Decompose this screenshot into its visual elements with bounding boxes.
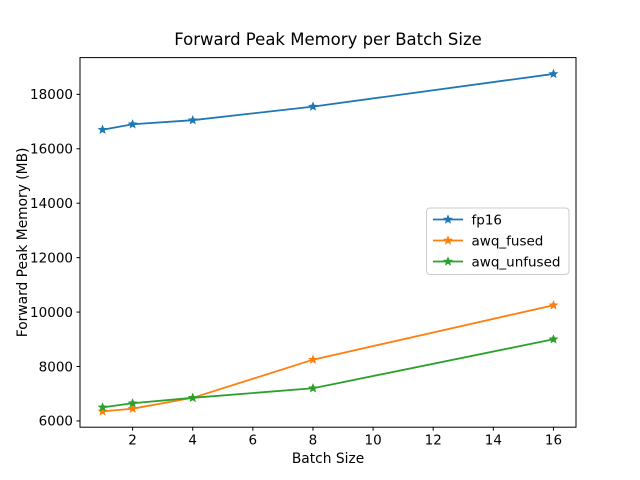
y-tick-label: 16000 bbox=[30, 142, 73, 158]
y-tick-label: 10000 bbox=[30, 305, 73, 321]
legend-sample-marker-awq_fused bbox=[443, 235, 453, 245]
legend-label-fp16: fp16 bbox=[472, 212, 503, 228]
legend-label-awq_fused: awq_fused bbox=[472, 233, 544, 249]
data-point-marker-fp16 bbox=[548, 68, 559, 79]
data-point-marker-fp16 bbox=[187, 115, 198, 125]
y-tick-label: 6000 bbox=[39, 414, 73, 430]
x-tick-label: 12 bbox=[425, 433, 442, 449]
legend-label-awq_unfused: awq_unfused bbox=[472, 254, 561, 270]
data-point-marker-awq_fused bbox=[308, 354, 318, 364]
data-point-marker-awq_unfused bbox=[308, 383, 318, 393]
series-line-awq_unfused bbox=[101, 338, 555, 409]
data-point-marker-awq_unfused bbox=[97, 402, 108, 412]
series-line-awq_fused bbox=[101, 304, 555, 413]
y-axis-label: Forward Peak Memory (MB) bbox=[15, 148, 31, 338]
data-point-marker-awq_fused bbox=[97, 406, 108, 416]
data-point-marker-fp16 bbox=[308, 101, 318, 111]
data-point-marker-fp16 bbox=[97, 124, 108, 134]
data-point-marker-fp16 bbox=[127, 119, 138, 129]
x-axis-label: Batch Size bbox=[292, 451, 364, 467]
data-point-marker-awq_unfused bbox=[187, 392, 198, 403]
x-tick-label: 10 bbox=[364, 433, 381, 449]
axes-frame bbox=[79, 57, 577, 428]
data-point-marker-awq_unfused bbox=[548, 334, 559, 344]
y-tick-label: 8000 bbox=[39, 359, 73, 375]
data-point-marker-awq_unfused bbox=[127, 398, 138, 408]
x-tick-label: 6 bbox=[249, 433, 258, 449]
legend-sample-marker-awq_unfused bbox=[443, 256, 453, 266]
series-line-fp16 bbox=[101, 73, 555, 131]
chart-title: Forward Peak Memory per Batch Size bbox=[174, 30, 482, 49]
x-tick-label: 14 bbox=[485, 433, 502, 449]
x-tick-label: 16 bbox=[545, 433, 562, 449]
legend-box bbox=[426, 207, 570, 275]
x-tick-label: 8 bbox=[309, 433, 318, 449]
legend-sample-marker-fp16 bbox=[443, 214, 453, 224]
plot-area: 2 4 6 8 10 12 14 16 6000 8000 10000 12000 14000 16000… bbox=[30, 57, 577, 449]
x-tick-label: 4 bbox=[188, 433, 197, 449]
y-tick-label: 18000 bbox=[30, 87, 73, 103]
data-point-marker-awq_fused bbox=[548, 300, 559, 310]
data-point-marker-awq_fused bbox=[127, 403, 138, 413]
y-tick-label: 14000 bbox=[30, 196, 73, 212]
y-tick-label: 12000 bbox=[30, 250, 73, 266]
x-tick-label: 2 bbox=[128, 433, 137, 449]
